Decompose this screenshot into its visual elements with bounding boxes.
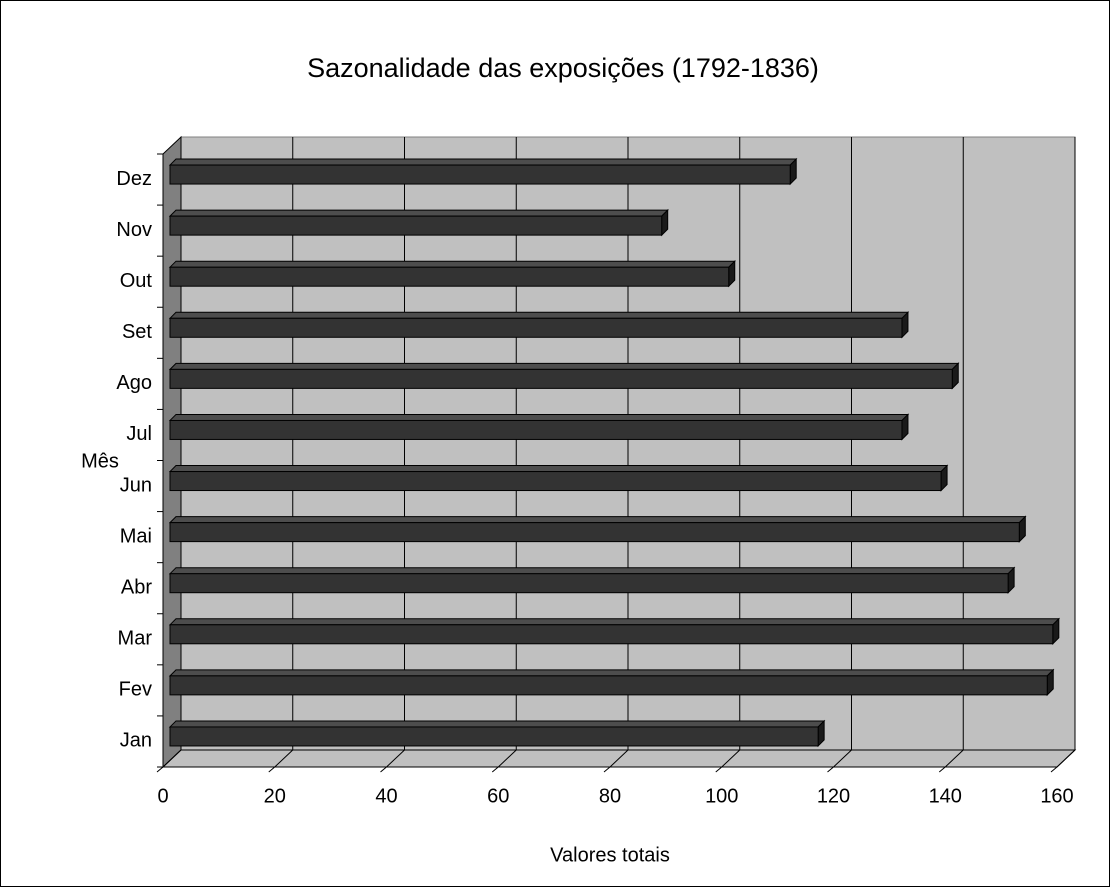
bar-top: [168, 260, 736, 268]
floor-grid-line: [1056, 749, 1076, 768]
x-tick: [938, 766, 946, 773]
y-tick-label: Set: [122, 321, 152, 343]
bar: [169, 573, 1009, 594]
bar-top: [168, 362, 960, 370]
floor-grid-line: [721, 749, 741, 768]
bar-top: [168, 311, 910, 319]
bar-top: [168, 158, 798, 166]
bar-top: [168, 516, 1027, 524]
x-tick-label: 60: [487, 785, 509, 807]
x-tick: [715, 766, 723, 773]
x-tick: [1050, 766, 1058, 773]
floor-grid-line: [497, 749, 517, 768]
y-tick-label: Nov: [116, 219, 152, 241]
bar-top: [168, 209, 669, 217]
chart-title: Sazonalidade das exposições (1792-1836): [307, 53, 819, 83]
x-tick-label: 20: [264, 785, 286, 807]
x-tick-label: 40: [375, 785, 397, 807]
x-tick: [827, 766, 834, 773]
y-tick-label: Jan: [120, 730, 152, 752]
floor-grid-line: [162, 749, 182, 768]
bar: [169, 317, 903, 338]
bar: [169, 675, 1048, 696]
y-tick-label: Out: [120, 270, 153, 292]
bar: [169, 419, 903, 440]
bar: [169, 624, 1054, 645]
y-tick-label: Dez: [116, 168, 152, 190]
x-tick: [491, 766, 499, 773]
floor-grid-line: [833, 749, 852, 768]
x-tick-label: 140: [929, 785, 962, 807]
x-tick-label: 0: [157, 785, 168, 807]
bar: [169, 522, 1020, 543]
bar: [169, 215, 663, 236]
bar-top: [168, 465, 949, 473]
bar-top: [168, 567, 1016, 575]
x-axis-label: Valores totais: [550, 844, 670, 866]
bar-top: [168, 618, 1061, 626]
y-tick-label: Jun: [120, 474, 152, 496]
x-tick-label: 120: [817, 785, 850, 807]
bar: [169, 368, 953, 389]
y-tick-label: Mai: [120, 525, 152, 547]
floor-grid-line: [274, 749, 294, 768]
x-tick-label: 80: [599, 785, 621, 807]
floor-grid-line: [609, 749, 629, 768]
y-tick-label: Mar: [118, 628, 153, 650]
floor-grid-line: [944, 749, 964, 768]
y-tick-label: Ago: [116, 372, 152, 394]
bar: [169, 726, 819, 747]
y-tick-label: Fev: [119, 679, 152, 701]
x-tick-label: 100: [705, 785, 738, 807]
x-tick: [380, 766, 387, 773]
x-tick: [156, 766, 164, 773]
floor-grid-line: [386, 749, 405, 768]
bar: [169, 471, 942, 492]
x-tick-label: 160: [1040, 785, 1073, 807]
y-axis-label: Mês: [81, 450, 119, 472]
bar-top: [168, 669, 1055, 677]
x-tick: [268, 766, 276, 773]
bar-top: [168, 413, 910, 421]
bar: [169, 266, 730, 287]
bar: [169, 164, 791, 185]
x-tick: [603, 766, 611, 773]
y-tick-label: Jul: [126, 423, 152, 445]
y-tick-label: Abr: [121, 576, 152, 598]
bar-top: [168, 720, 826, 728]
